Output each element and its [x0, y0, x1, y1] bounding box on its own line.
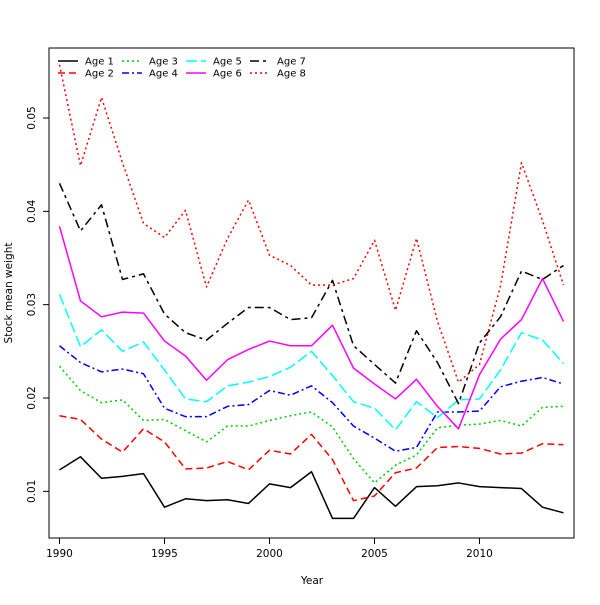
series-line-age-7 [58, 183, 564, 405]
x-tick-label: 2005 [361, 548, 388, 560]
series-line-age-8 [58, 64, 565, 383]
series-line-age-2 [59, 414, 564, 502]
series-line-age-5 [58, 294, 565, 431]
legend-item: Age 4 [122, 69, 178, 80]
legend-label: Age 6 [213, 69, 242, 80]
series-layer [58, 64, 565, 520]
legend-item: Age 7 [250, 57, 306, 68]
x-tick-label: 1990 [46, 548, 73, 560]
legend-label: Age 5 [213, 57, 242, 68]
series-line-age-3 [58, 365, 564, 484]
x-tick-label: 2000 [256, 548, 283, 560]
y-axis: 0.01 0.02 0.03 0.04 0.05 [26, 106, 50, 503]
legend-item: Age 5 [186, 57, 242, 68]
series-line-age-1 [59, 456, 564, 520]
legend-item: Age 2 [58, 69, 114, 80]
legend-label: Age 3 [149, 57, 178, 68]
y-axis-label: Stock mean weight [3, 243, 15, 344]
legend-label: Age 7 [277, 57, 306, 68]
y-tick-label: 0.02 [26, 386, 38, 409]
y-tick-label: 0.05 [26, 106, 38, 129]
legend-label: Age 4 [149, 69, 178, 80]
legend-label: Age 2 [85, 69, 114, 80]
y-tick-label: 0.01 [26, 480, 38, 503]
legend-item: Age 6 [186, 69, 242, 80]
x-axis-label: Year [300, 575, 324, 587]
series-line-age-4 [59, 345, 564, 452]
legend-item: Age 1 [58, 57, 114, 68]
y-tick-label: 0.04 [26, 199, 38, 223]
x-tick-label: 2010 [466, 548, 493, 560]
legend-label: Age 1 [85, 57, 114, 68]
legend-item: Age 3 [122, 57, 178, 68]
x-tick-label: 1995 [151, 548, 178, 560]
legend-item: Age 8 [250, 69, 306, 80]
x-axis: 1990 1995 2000 2005 2010 [46, 537, 493, 560]
y-tick-label: 0.03 [26, 293, 38, 316]
legend-label: Age 8 [277, 69, 306, 80]
series-line-age-6 [58, 226, 565, 430]
